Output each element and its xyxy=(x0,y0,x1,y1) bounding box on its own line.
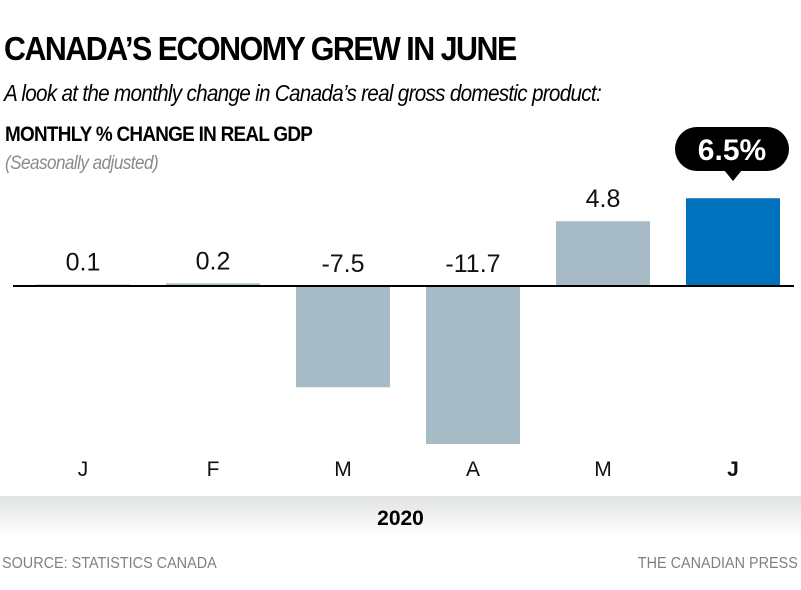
bar-3 xyxy=(426,286,520,444)
x-tick-label: J xyxy=(727,458,739,481)
x-tick-label: J xyxy=(78,458,89,481)
callout-pointer xyxy=(724,170,742,181)
bar-4 xyxy=(556,221,650,286)
headline: CANADA’S ECONOMY GREW IN JUNE xyxy=(4,30,517,67)
bar-5 xyxy=(686,198,780,286)
x-tick-label: A xyxy=(466,458,480,481)
data-label: 0.2 xyxy=(196,247,231,275)
x-tick-label: M xyxy=(334,458,352,481)
x-tick-label: F xyxy=(207,458,220,481)
chart-subtitle: (Seasonally adjusted) xyxy=(5,153,159,174)
data-label: 4.8 xyxy=(586,185,621,213)
callout-bubble xyxy=(675,127,789,171)
data-label: 0.1 xyxy=(66,249,101,277)
credit-note: THE CANADIAN PRESS xyxy=(637,555,798,572)
source-note: SOURCE: STATISTICS CANADA xyxy=(2,555,217,572)
data-label: -7.5 xyxy=(321,250,364,278)
bar-2 xyxy=(296,286,390,388)
callout-label: 6.5% xyxy=(698,134,766,167)
data-label: -11.7 xyxy=(445,250,500,278)
year-band xyxy=(0,496,801,536)
subheadline: A look at the monthly change in Canada’s… xyxy=(4,80,602,106)
x-tick-label: M xyxy=(594,458,612,481)
bar-1 xyxy=(166,283,260,286)
x-axis-label: 2020 xyxy=(377,507,424,530)
chart-title: MONTHLY % CHANGE IN REAL GDP xyxy=(5,123,313,146)
